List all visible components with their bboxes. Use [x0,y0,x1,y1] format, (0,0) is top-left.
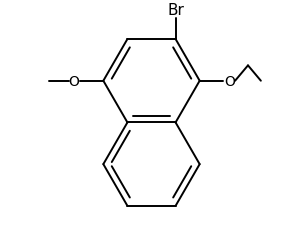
Text: Br: Br [167,3,184,18]
Text: O: O [68,74,79,88]
Text: O: O [224,74,235,88]
